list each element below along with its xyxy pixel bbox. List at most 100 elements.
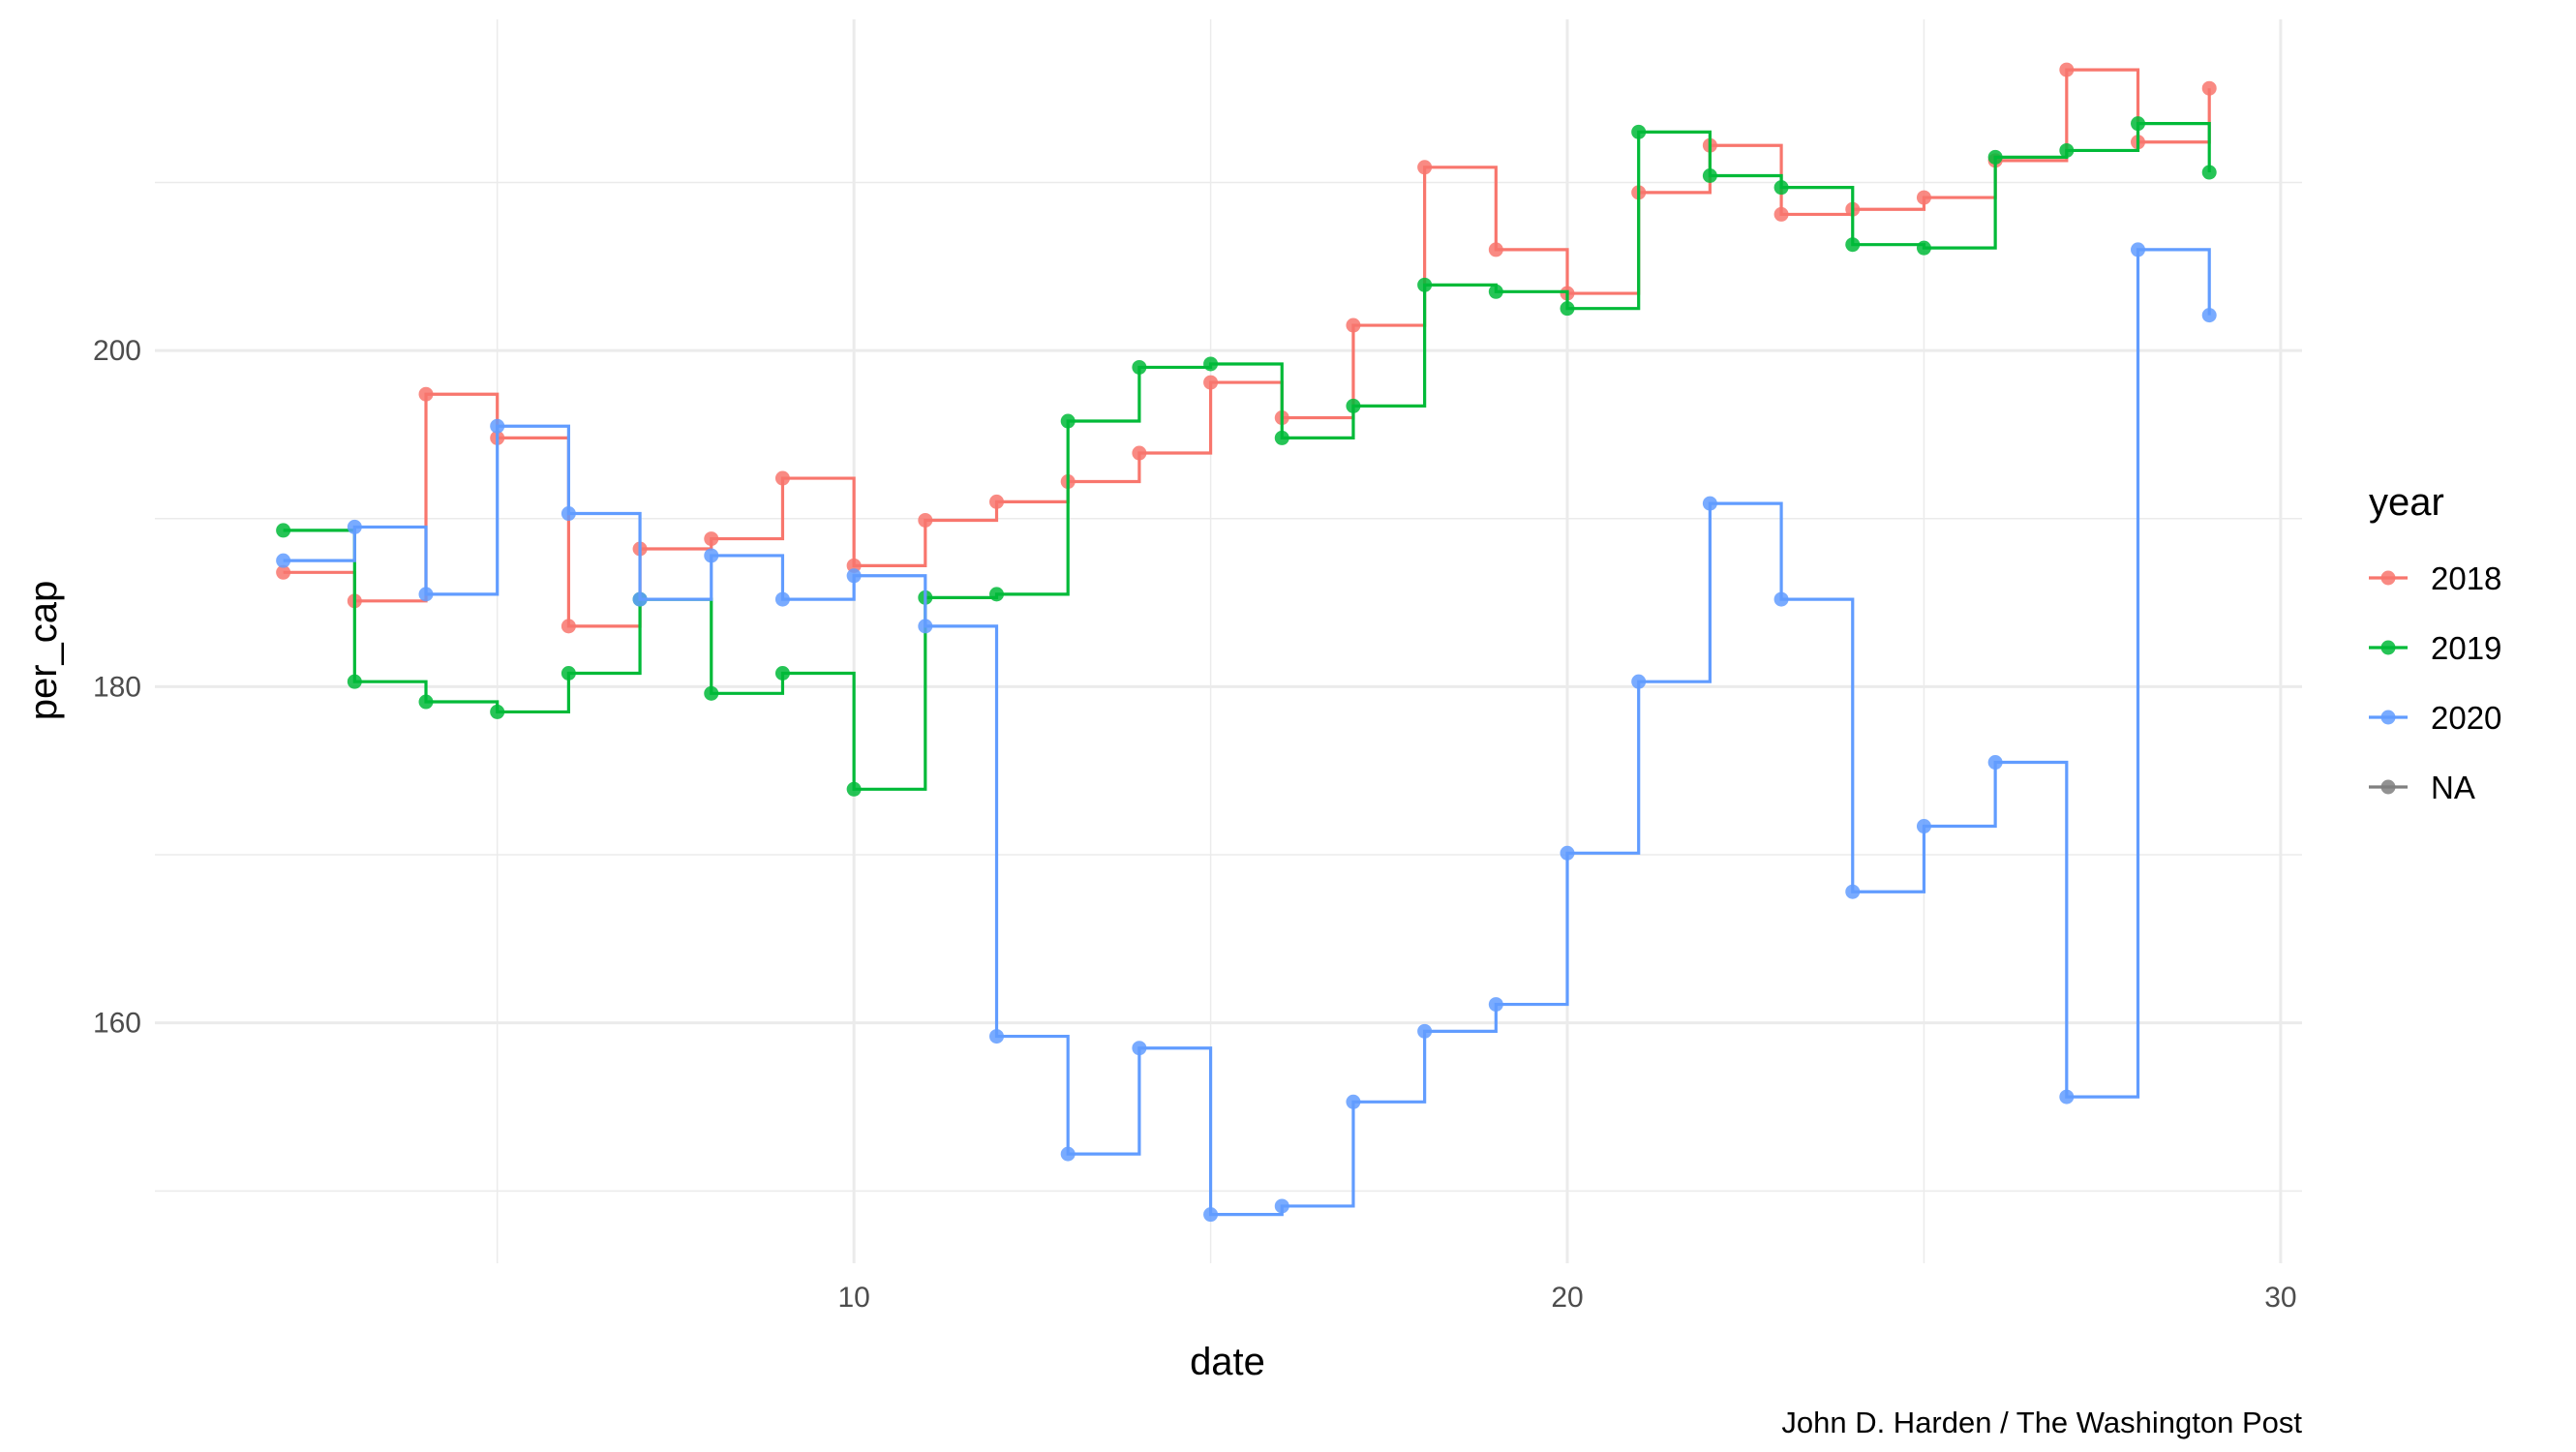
series-line-2019	[283, 122, 2211, 791]
data-point	[1417, 160, 1433, 175]
data-point	[561, 665, 576, 681]
data-point	[2059, 142, 2075, 158]
y-tick-label: 180	[93, 671, 141, 703]
data-point	[846, 568, 862, 584]
legend-label: NA	[2431, 770, 2475, 805]
grid-layer	[155, 19, 2302, 1263]
data-point	[2201, 308, 2217, 323]
legend-key-point	[2380, 570, 2396, 586]
series-line-2018	[283, 68, 2211, 628]
legend-item-2019: 2019	[2369, 630, 2501, 666]
x-axis-tick-labels: 10 20 30	[837, 1282, 2296, 1314]
data-point	[1845, 237, 1861, 253]
data-point	[1060, 1146, 1076, 1162]
data-point	[347, 674, 362, 689]
data-point	[1916, 819, 1931, 834]
x-axis-title: date	[1190, 1341, 1265, 1383]
data-point	[347, 519, 362, 534]
legend-key-point	[2380, 779, 2396, 795]
data-point	[704, 531, 719, 547]
data-point	[918, 619, 933, 634]
legend: year 2018 2019 2020 NA	[2369, 481, 2501, 805]
y-axis-tick-labels: 160 180 200	[93, 335, 141, 1040]
series-layer	[276, 62, 2217, 1223]
data-point	[1417, 277, 1433, 292]
legend-key-point	[2380, 640, 2396, 655]
data-point	[1132, 359, 1147, 375]
data-point	[774, 591, 790, 607]
data-point	[2201, 165, 2217, 180]
data-point	[1274, 1198, 1289, 1214]
data-point	[1346, 398, 1361, 413]
x-tick-label: 10	[837, 1282, 869, 1314]
y-tick-label: 160	[93, 1008, 141, 1040]
data-point	[1631, 674, 1647, 689]
data-point	[1987, 755, 2003, 771]
data-point	[2059, 62, 2075, 77]
data-point	[2131, 242, 2146, 257]
data-point	[1132, 445, 1147, 461]
data-point	[276, 564, 291, 580]
data-point	[418, 386, 434, 402]
series-2018	[276, 62, 2217, 634]
data-point	[2201, 80, 2217, 96]
data-point	[1560, 845, 1575, 861]
data-point	[1417, 1023, 1433, 1039]
data-point	[918, 512, 933, 528]
legend-item-2020: 2020	[2369, 700, 2501, 736]
legend-label: 2018	[2431, 560, 2501, 596]
data-point	[1987, 149, 2003, 165]
legend-label: 2019	[2431, 630, 2501, 666]
data-point	[1132, 1041, 1147, 1056]
data-point	[632, 591, 648, 607]
data-point	[1702, 496, 1717, 511]
data-point	[1060, 413, 1076, 429]
data-point	[1346, 318, 1361, 333]
data-point	[846, 558, 862, 573]
data-point	[1845, 884, 1861, 899]
caption: John D. Harden / The Washington Post	[1781, 1406, 2302, 1439]
y-tick-label: 200	[93, 335, 141, 367]
data-point	[418, 694, 434, 710]
data-point	[1916, 190, 1931, 205]
legend-key-point	[2380, 710, 2396, 725]
legend-label: 2020	[2431, 700, 2501, 736]
data-point	[2131, 116, 2146, 132]
legend-item-NA: NA	[2369, 770, 2475, 805]
data-point	[490, 704, 505, 719]
data-point	[418, 587, 434, 602]
data-point	[561, 619, 576, 634]
data-point	[989, 587, 1005, 602]
data-point	[989, 494, 1005, 509]
data-point	[1773, 180, 1789, 196]
data-point	[989, 1029, 1005, 1044]
data-point	[276, 523, 291, 538]
data-point	[704, 548, 719, 563]
data-point	[846, 781, 862, 797]
legend-item-2018: 2018	[2369, 560, 2501, 596]
data-point	[1346, 1094, 1361, 1109]
data-point	[1203, 356, 1219, 372]
series-line-2020	[283, 248, 2211, 1217]
data-point	[561, 506, 576, 522]
legend-title: year	[2369, 481, 2444, 524]
y-axis-title: per_cap	[22, 581, 65, 721]
data-point	[1773, 591, 1789, 607]
data-point	[1488, 284, 1503, 299]
series-2020	[276, 242, 2217, 1223]
data-point	[1203, 375, 1219, 390]
data-point	[490, 418, 505, 434]
data-point	[1631, 124, 1647, 139]
x-tick-label: 20	[1551, 1282, 1583, 1314]
data-point	[1488, 997, 1503, 1013]
data-point	[704, 685, 719, 701]
data-point	[1274, 430, 1289, 445]
series-2019	[276, 116, 2217, 797]
data-point	[774, 470, 790, 486]
x-tick-label: 30	[2264, 1282, 2296, 1314]
data-point	[276, 553, 291, 568]
data-point	[1488, 242, 1503, 257]
data-point	[1560, 301, 1575, 317]
data-point	[774, 665, 790, 681]
